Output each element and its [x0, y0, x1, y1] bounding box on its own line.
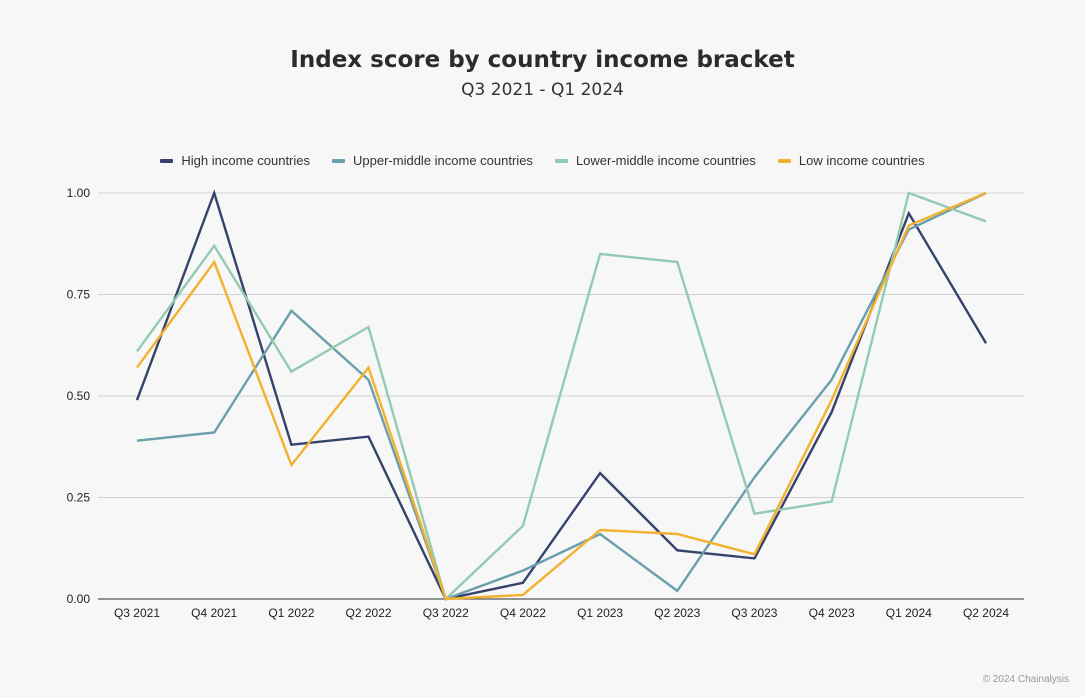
x-tick-label: Q3 2021 — [114, 606, 160, 620]
x-tick-label: Q1 2023 — [577, 606, 623, 620]
x-tick-label: Q1 2022 — [268, 606, 314, 620]
x-tick-label: Q3 2022 — [423, 606, 469, 620]
legend-item: Lower-middle income countries — [554, 153, 756, 168]
legend-swatch — [777, 158, 791, 163]
series-line-low-income-countries — [136, 191, 987, 601]
legend-item: High income countries — [160, 153, 310, 168]
legend-label: Lower-middle income countries — [575, 153, 756, 168]
y-tick-label: 0.25 — [67, 491, 91, 505]
x-tick-label: Q2 2024 — [963, 606, 1009, 620]
x-tick-label: Q3 2023 — [731, 606, 777, 620]
series-line-lower-middle-income-countries — [136, 191, 987, 602]
y-tick-label: 1.00 — [67, 186, 91, 200]
series-line-high-income-countries — [135, 189, 988, 601]
x-tick-label: Q4 2022 — [500, 606, 546, 620]
legend-label: Upper-middle income countries — [353, 153, 533, 168]
series-line-upper-middle-income-countries — [136, 191, 987, 601]
x-tick-label: Q2 2023 — [654, 606, 700, 620]
chart-legend: High income countries Upper-middle income… — [0, 153, 1085, 168]
legend-label: Low income countries — [798, 153, 925, 168]
legend-item: Upper-middle income countries — [332, 153, 533, 168]
y-tick-label: 0.00 — [67, 592, 91, 606]
x-tick-label: Q1 2024 — [886, 606, 932, 620]
chart-title: Index score by country income bracket — [290, 47, 795, 73]
y-tick-label: 0.75 — [67, 288, 91, 302]
x-tick-label: Q4 2023 — [809, 606, 855, 620]
legend-item: Low income countries — [777, 153, 925, 168]
copyright-text: © 2024 Chainalysis — [982, 674, 1069, 685]
legend-label: High income countries — [181, 153, 311, 168]
x-tick-label: Q4 2021 — [191, 606, 237, 620]
legend-swatch — [160, 158, 174, 163]
x-tick-label: Q2 2022 — [346, 606, 392, 620]
legend-swatch — [554, 158, 568, 163]
chart-subtitle: Q3 2021 - Q1 2024 — [461, 80, 624, 100]
y-tick-label: 0.50 — [67, 389, 91, 403]
legend-swatch — [332, 158, 346, 163]
